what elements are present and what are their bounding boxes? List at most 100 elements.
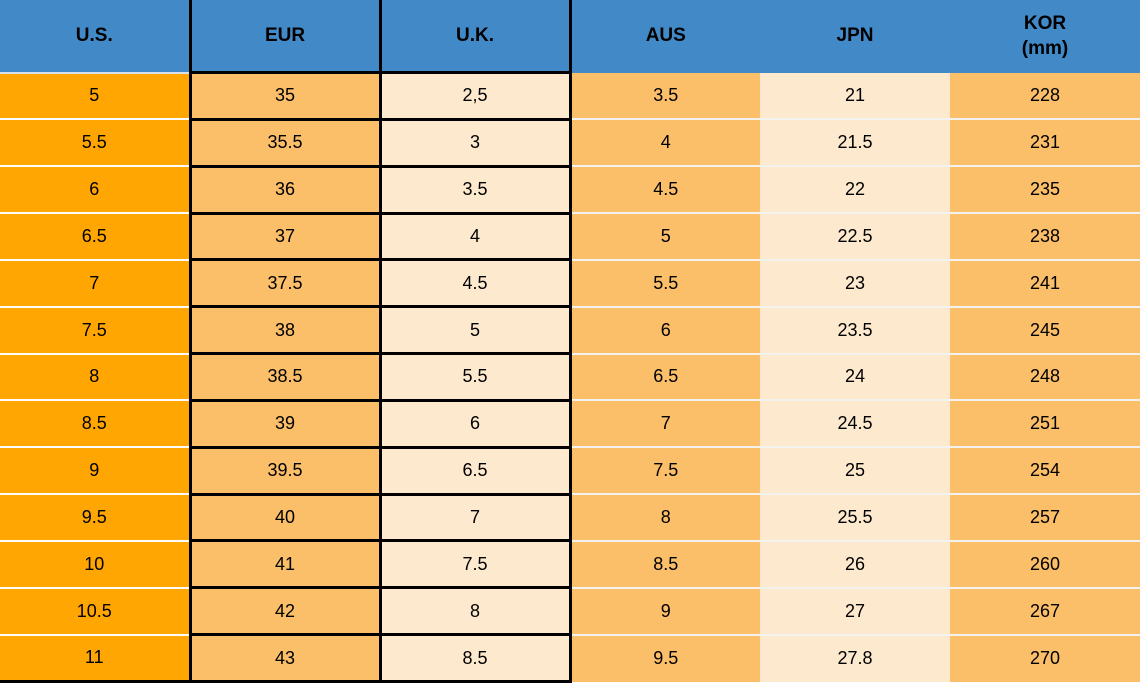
- cell-kor: 238: [950, 213, 1140, 261]
- cell-us: 10: [0, 540, 192, 589]
- cell-aus: 8: [570, 494, 760, 542]
- cell-aus: 6: [570, 306, 760, 355]
- table-row: 9 39.5 6.5 7.5 25 254: [0, 447, 1140, 496]
- cell-aus: 7.5: [570, 447, 760, 496]
- cell-jpn: 22.5: [760, 213, 950, 261]
- cell-aus: 6.5: [570, 353, 760, 402]
- cell-uk: 4.5: [380, 259, 572, 309]
- cell-eur: 35: [190, 72, 382, 121]
- cell-us: 6: [0, 166, 192, 215]
- cell-aus: 3.5: [570, 72, 760, 121]
- cell-eur: 37: [190, 213, 382, 262]
- cell-us: 5.5: [0, 119, 192, 168]
- cell-aus: 4: [570, 119, 760, 168]
- cell-uk: 7.5: [380, 540, 572, 590]
- cell-jpn: 26: [760, 540, 950, 589]
- table-row: 5 35 2,5 3.5 21 228: [0, 72, 1140, 121]
- cell-us: 10.5: [0, 587, 192, 636]
- cell-jpn: 24: [760, 353, 950, 402]
- column-header-uk: U.K.: [380, 0, 572, 74]
- column-header-aus: AUS: [570, 0, 760, 73]
- cell-jpn: 25: [760, 447, 950, 496]
- cell-aus: 8.5: [570, 540, 760, 589]
- cell-kor: 267: [950, 587, 1140, 636]
- cell-kor: 245: [950, 306, 1140, 355]
- cell-uk: 5.5: [380, 353, 572, 402]
- cell-us: 9.5: [0, 494, 192, 542]
- table-row: 10.5 42 8 9 27 267: [0, 587, 1140, 637]
- cell-jpn: 21.5: [760, 119, 950, 168]
- header-row: U.S. EUR U.K. AUS JPN KOR (mm): [0, 0, 1140, 74]
- cell-us: 5: [0, 72, 192, 121]
- cell-jpn: 24.5: [760, 400, 950, 449]
- cell-us: 7.5: [0, 306, 192, 355]
- column-header-jpn: JPN: [760, 0, 950, 73]
- cell-eur: 42: [190, 587, 382, 637]
- table-row: 11 43 8.5 9.5 27.8 270: [0, 634, 1140, 683]
- table-header: U.S. EUR U.K. AUS JPN KOR (mm): [0, 0, 1140, 74]
- cell-uk: 2,5: [380, 72, 572, 121]
- cell-eur: 40: [190, 494, 382, 543]
- cell-kor: 248: [950, 353, 1140, 402]
- table-row: 6 36 3.5 4.5 22 235: [0, 166, 1140, 215]
- cell-aus: 4.5: [570, 166, 760, 215]
- cell-aus: 9.5: [570, 634, 760, 682]
- cell-us: 8: [0, 353, 192, 402]
- column-header-us: U.S.: [0, 0, 192, 74]
- table-row: 8.5 39 6 7 24.5 251: [0, 400, 1140, 449]
- cell-jpn: 21: [760, 72, 950, 121]
- table-body: 5 35 2,5 3.5 21 228 5.5 35.5 3 4 21.5 23…: [0, 72, 1140, 683]
- cell-us: 11: [0, 634, 192, 683]
- cell-uk: 6.5: [380, 447, 572, 496]
- cell-us: 9: [0, 447, 192, 496]
- cell-kor: 241: [950, 259, 1140, 308]
- cell-uk: 6: [380, 400, 572, 449]
- table-row: 5.5 35.5 3 4 21.5 231: [0, 119, 1140, 168]
- column-header-kor: KOR (mm): [950, 0, 1140, 73]
- cell-jpn: 25.5: [760, 494, 950, 542]
- cell-kor: 257: [950, 494, 1140, 542]
- cell-us: 8.5: [0, 400, 192, 449]
- cell-uk: 4: [380, 213, 572, 262]
- cell-eur: 39.5: [190, 447, 382, 496]
- cell-kor: 254: [950, 447, 1140, 496]
- cell-eur: 37.5: [190, 259, 382, 309]
- cell-uk: 3: [380, 119, 572, 168]
- cell-uk: 8.5: [380, 634, 572, 683]
- cell-kor: 260: [950, 540, 1140, 589]
- cell-kor: 270: [950, 634, 1140, 682]
- cell-aus: 9: [570, 587, 760, 636]
- cell-eur: 38: [190, 306, 382, 356]
- cell-kor: 228: [950, 72, 1140, 121]
- table-row: 7 37.5 4.5 5.5 23 241: [0, 259, 1140, 309]
- cell-aus: 5: [570, 213, 760, 261]
- table-row: 7.5 38 5 6 23.5 245: [0, 306, 1140, 356]
- cell-uk: 5: [380, 306, 572, 356]
- cell-uk: 7: [380, 494, 572, 543]
- table-row: 8 38.5 5.5 6.5 24 248: [0, 353, 1140, 402]
- cell-eur: 35.5: [190, 119, 382, 168]
- cell-kor: 235: [950, 166, 1140, 215]
- table-row: 6.5 37 4 5 22.5 238: [0, 213, 1140, 262]
- column-header-kor-line2: (mm): [1021, 38, 1069, 60]
- cell-eur: 39: [190, 400, 382, 449]
- cell-eur: 41: [190, 540, 382, 590]
- column-header-eur: EUR: [190, 0, 382, 74]
- cell-jpn: 23.5: [760, 306, 950, 355]
- cell-eur: 38.5: [190, 353, 382, 402]
- table-row: 10 41 7.5 8.5 26 260: [0, 540, 1140, 590]
- cell-jpn: 27.8: [760, 634, 950, 682]
- cell-eur: 36: [190, 166, 382, 215]
- cell-aus: 5.5: [570, 259, 760, 308]
- cell-kor: 251: [950, 400, 1140, 449]
- cell-aus: 7: [570, 400, 760, 449]
- cell-jpn: 23: [760, 259, 950, 308]
- cell-us: 6.5: [0, 213, 192, 261]
- cell-eur: 43: [190, 634, 382, 683]
- cell-uk: 8: [380, 587, 572, 637]
- cell-jpn: 27: [760, 587, 950, 636]
- column-header-kor-line1: KOR: [1023, 12, 1067, 34]
- table-row: 9.5 40 7 8 25.5 257: [0, 494, 1140, 543]
- cell-jpn: 22: [760, 166, 950, 215]
- cell-uk: 3.5: [380, 166, 572, 215]
